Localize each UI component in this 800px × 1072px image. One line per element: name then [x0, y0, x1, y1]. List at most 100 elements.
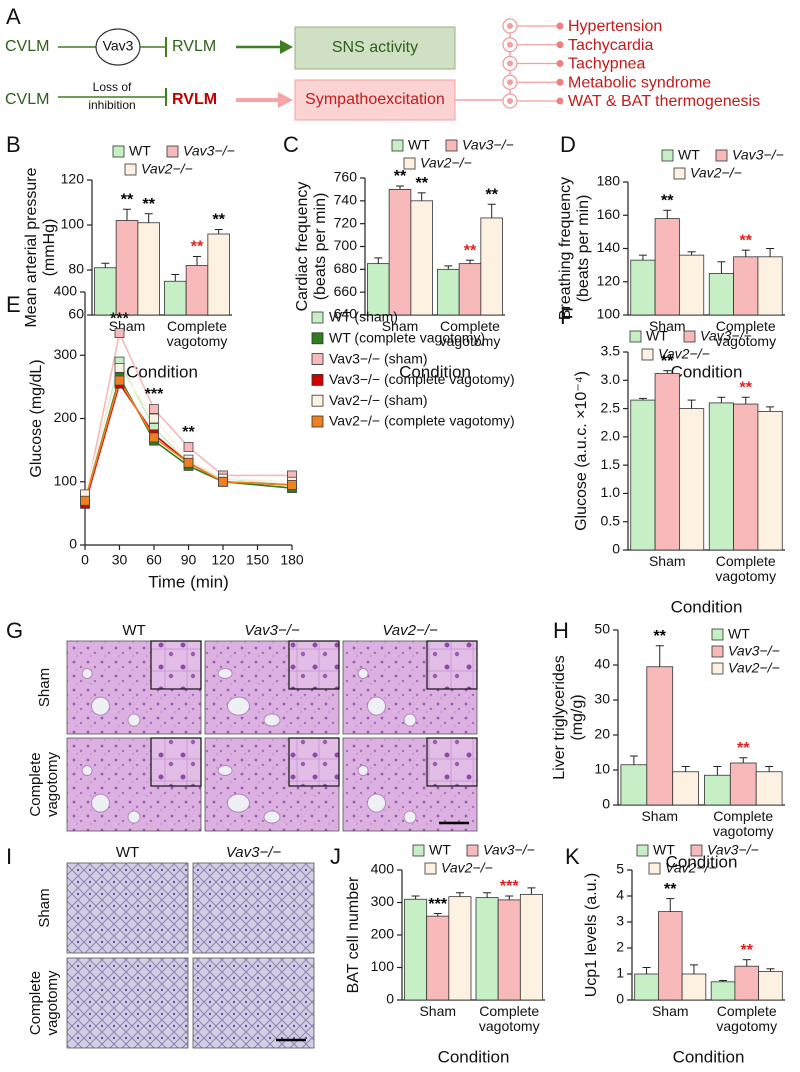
legend-swatch: [466, 844, 479, 857]
y-tick-label: 4: [616, 887, 624, 903]
row-label: Sham: [36, 888, 53, 927]
panel-letter: D: [560, 132, 576, 157]
error-bar: [374, 257, 383, 264]
marker: [149, 432, 159, 443]
y-tick-label: 720: [334, 214, 358, 230]
bar: [729, 762, 757, 806]
bar: [164, 280, 187, 316]
x-tick-label-box: Complete vagotomy: [712, 809, 774, 840]
bar: [367, 263, 390, 316]
legend-swatch: [311, 373, 324, 386]
panel-letter: F: [560, 304, 573, 329]
bar: [657, 911, 683, 1001]
x-tick-label-box: Complete vagotomy: [715, 319, 777, 350]
legend-swatch: [629, 330, 642, 343]
significance: **: [415, 175, 428, 192]
y-tick-label: 0: [612, 541, 620, 557]
legend-label: WT (complete vagotomy): [329, 330, 485, 346]
error-bar: [417, 192, 426, 201]
x-tick-label: 30: [112, 552, 128, 568]
x-tick-label-box: Complete vagotomy: [715, 554, 777, 585]
significance: ***: [110, 310, 129, 327]
legend-swatch: [124, 163, 137, 176]
x-tick-label-box: Complete vagotomy: [479, 1004, 540, 1034]
significance: ***: [428, 896, 447, 913]
significance: **: [182, 424, 195, 441]
column-label: WT: [116, 844, 139, 861]
significance: ***: [500, 878, 519, 895]
x-tick-label: Complete vagotomy: [712, 809, 774, 840]
y-tick-label: 760: [334, 169, 358, 185]
x-tick-label: Complete vagotomy: [715, 319, 777, 350]
y-tick-label: 160: [597, 206, 621, 222]
y-tick-label: 10: [594, 761, 610, 777]
legend-swatch: [311, 332, 324, 345]
bar: [710, 981, 736, 1001]
y-tick-label: 2: [616, 939, 624, 955]
legend-label: WT (sham): [329, 309, 398, 325]
legend-label: Vav2−/−: [665, 860, 717, 876]
vessel: [91, 793, 110, 813]
outcome-label: WAT & BAT thermogenesis: [568, 93, 760, 110]
bar: [672, 771, 699, 806]
legend-label: Vav3−/−: [700, 328, 752, 344]
bar: [681, 973, 707, 1001]
y-tick-label: 1: [616, 965, 624, 981]
error-bar: [411, 895, 420, 900]
y-tick-label: 200: [371, 926, 395, 942]
legend-swatch: [311, 353, 324, 366]
x-tick-label: Sham: [648, 319, 686, 334]
y-tick-label: 60: [68, 306, 84, 322]
vessel: [91, 696, 110, 716]
y-axis-label: (beats per min): [575, 195, 592, 303]
x-tick-label-box: Sham: [652, 1004, 689, 1019]
x-tick-label: Sham: [419, 1004, 457, 1019]
bar: [630, 259, 656, 316]
bar: [497, 899, 521, 1001]
legend-label: WT: [653, 842, 675, 858]
outcome-label: Tachypnea: [568, 56, 645, 73]
vessel: [367, 793, 386, 813]
vessel: [127, 713, 141, 727]
legend-swatch: [424, 862, 437, 875]
vessel: [81, 765, 93, 777]
error-bar: [687, 251, 696, 256]
micrograph: [192, 957, 315, 1049]
x-tick-label: Complete vagotomy: [715, 554, 777, 585]
outcome-dot: [507, 41, 513, 48]
x-tick-label: Complete vagotomy: [439, 319, 501, 350]
error-bar: [466, 259, 474, 264]
marker: [149, 404, 159, 414]
significance: **: [464, 242, 477, 259]
significance: **: [191, 239, 204, 256]
bar: [475, 897, 499, 1001]
bar: [519, 893, 543, 1001]
significance: **: [664, 881, 677, 898]
x-tick-label: 0: [81, 552, 89, 568]
error-bar: [396, 185, 404, 190]
legend-swatch: [403, 157, 416, 170]
bar: [755, 771, 783, 806]
significance: **: [394, 168, 407, 185]
y-tick-label: 0.5: [601, 512, 621, 528]
legend-swatch: [711, 662, 724, 675]
y-tick-label: 180: [597, 173, 621, 189]
outcome-dot: [556, 60, 564, 67]
error-bar: [717, 261, 726, 274]
error-bar: [638, 254, 647, 261]
bar: [620, 764, 648, 806]
error-bar: [766, 406, 775, 412]
micrograph-inset: [150, 640, 202, 690]
vessel: [227, 696, 250, 716]
bar: [654, 218, 680, 316]
x-axis-label: Condition: [671, 597, 743, 616]
column-label: Vav3−/−: [244, 622, 300, 639]
bar: [704, 774, 731, 806]
x-tick-label: 120: [211, 552, 235, 568]
marker: [114, 362, 125, 373]
legend-label: WT: [429, 842, 451, 858]
arrow-head: [278, 92, 293, 108]
error-bar: [719, 980, 728, 982]
error-bar: [444, 265, 453, 270]
legend-label: Vav3−/−: [732, 147, 784, 163]
